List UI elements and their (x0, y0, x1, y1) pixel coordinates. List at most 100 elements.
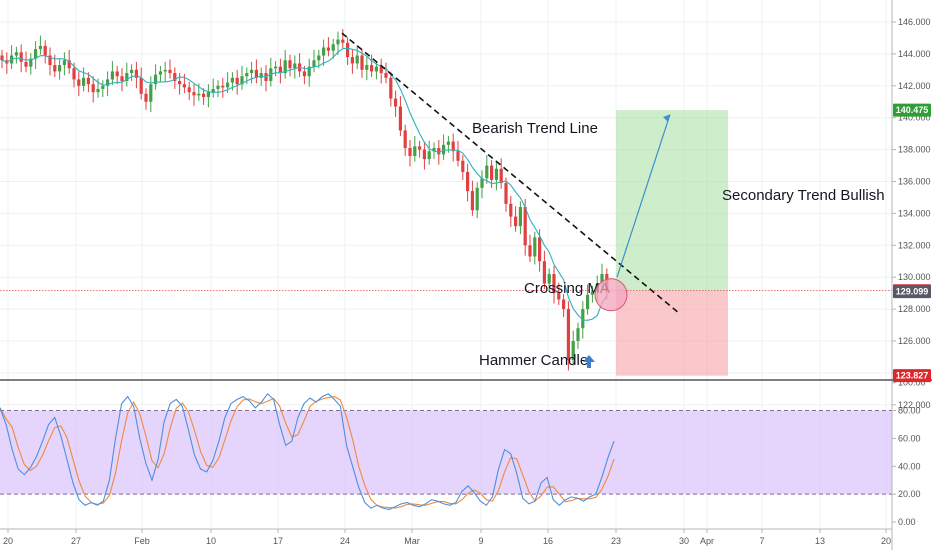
annotations: Bearish Trend Line Secondary Trend Bulli… (341, 32, 885, 369)
time-tick-label: Apr (700, 536, 714, 546)
candle-body (158, 71, 162, 75)
candle-body (221, 85, 225, 88)
candle-body (403, 130, 407, 149)
last-price-badge-bg (893, 285, 931, 299)
price-tick-label: 122.000 (898, 400, 931, 410)
candle-body (91, 84, 95, 93)
candle-body (590, 291, 594, 295)
time-tick-label: 16 (543, 536, 553, 546)
candle-body (518, 207, 522, 227)
candle-body (470, 191, 474, 211)
bearish-trend-line (341, 32, 679, 313)
price-tick-label: 128.000 (898, 304, 931, 314)
candle-body (82, 77, 86, 86)
candle-body (442, 144, 446, 155)
last-price-badge-text: 129.099 (896, 287, 929, 297)
candle-body (475, 187, 479, 211)
candle-body (485, 165, 489, 179)
candle-body (542, 261, 546, 284)
candle-body (245, 73, 249, 77)
oscillator-tick-label: 80.00 (898, 406, 921, 416)
projection-arrow-head (663, 114, 670, 122)
candle-body (115, 71, 119, 77)
candle-body (24, 61, 28, 67)
hammer-candle-label: Hammer Candle (479, 352, 588, 369)
hammer-arrow-icon (583, 355, 595, 368)
candle-body (202, 93, 206, 97)
candle-body (331, 44, 335, 51)
price-tick-label: 132.000 (898, 240, 931, 250)
price-tick-label: 134.000 (898, 208, 931, 218)
candle-body (398, 106, 402, 131)
candle-body (187, 87, 191, 93)
candle-body (557, 293, 561, 300)
candle-body (374, 66, 378, 72)
candle-body (144, 93, 148, 102)
oscillator-tick-label: 0.00 (898, 517, 916, 527)
candle-body (552, 274, 556, 294)
bearish-trend-line-label: Bearish Trend Line (472, 120, 598, 137)
candle-body (206, 92, 210, 97)
candle-body (586, 294, 590, 310)
candle-body (317, 55, 321, 61)
candle-body (211, 88, 215, 93)
candle-body (389, 77, 393, 99)
candle-body (408, 148, 412, 156)
candle-body (576, 328, 580, 341)
candle-body (72, 68, 76, 80)
candle-body (173, 73, 177, 82)
candle-body (461, 160, 465, 172)
candle-body (451, 141, 455, 152)
price-tick-label: 144.000 (898, 49, 931, 59)
candle-body (154, 74, 158, 85)
candle-body (341, 39, 345, 43)
candle-body (216, 85, 220, 89)
candle-body (494, 168, 498, 180)
candle-body (394, 98, 398, 107)
candle-body (379, 66, 383, 74)
candle-body (418, 146, 422, 150)
oscillator-main-line (0, 392, 615, 511)
candle-body (571, 341, 575, 361)
candle-body (355, 55, 359, 64)
candle-body (0, 55, 4, 61)
candle-body (538, 237, 542, 262)
time-tick-label: 27 (71, 536, 81, 546)
candle-body (125, 73, 129, 82)
time-tick-label: Mar (404, 536, 420, 546)
candle-body (134, 69, 138, 78)
candle-body (163, 69, 167, 72)
time-tick-label: 20 (3, 536, 13, 546)
candle-body (336, 39, 340, 45)
candle-body (278, 66, 282, 74)
moving-average (1, 47, 608, 321)
candle-body (432, 148, 436, 152)
candle-body (514, 216, 518, 227)
candle-body (322, 47, 326, 56)
candle-body (58, 65, 62, 72)
candle-body (302, 71, 306, 77)
profit-zone (616, 110, 728, 291)
candle-body (384, 73, 388, 78)
candle-body (197, 93, 201, 96)
candle-body (192, 92, 196, 96)
candle-body (346, 42, 350, 58)
candle-body (43, 45, 47, 56)
candle-body (274, 66, 278, 69)
candle-body (62, 60, 66, 66)
candle-body (259, 73, 263, 78)
candle-body (562, 299, 566, 310)
crossing-ma-label: Crossing MA (524, 280, 610, 297)
loss-zone (616, 290, 728, 376)
candle-body (230, 77, 234, 83)
price-tick-label: 146.000 (898, 17, 931, 27)
candle-body (77, 79, 81, 86)
candle-body (312, 60, 316, 67)
candle-body (581, 309, 585, 329)
time-tick-label: 23 (611, 536, 621, 546)
candle-body (120, 76, 124, 82)
candle-body (547, 274, 551, 284)
